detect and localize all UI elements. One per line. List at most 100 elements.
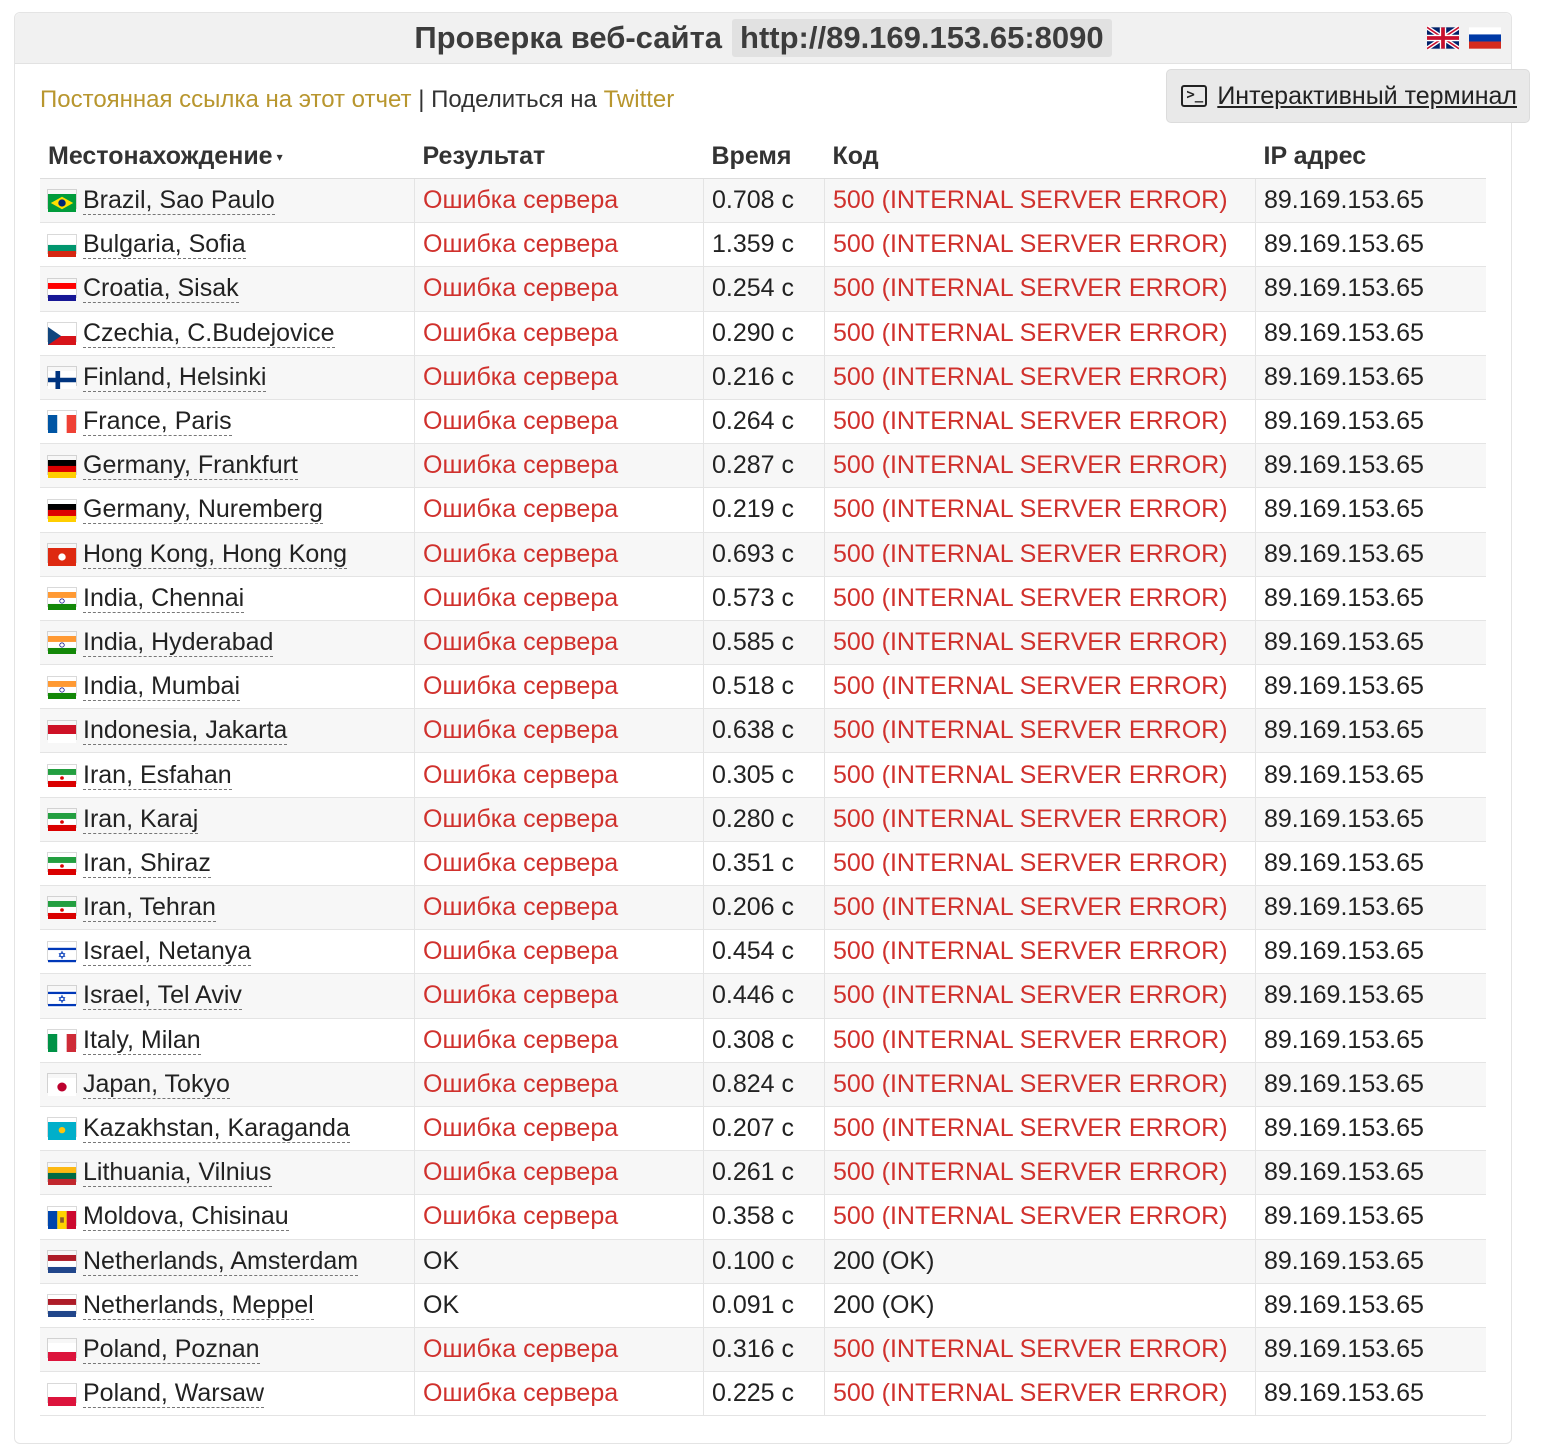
- result-cell: OK: [414, 1239, 704, 1284]
- location-link[interactable]: Indonesia, Jakarta: [83, 716, 288, 746]
- result-cell: Ошибка сервера: [414, 1150, 704, 1196]
- ip-cell: 89.169.153.65: [1255, 576, 1486, 621]
- location-link[interactable]: Bulgaria, Sofia: [83, 230, 246, 260]
- location-cell: Indonesia, Jakarta: [40, 708, 415, 754]
- result-cell: Ошибка сервера: [414, 1106, 704, 1152]
- country-flag-icon: [48, 588, 76, 611]
- ip-cell: 89.169.153.65: [1255, 885, 1486, 931]
- twitter-link[interactable]: Twitter: [603, 86, 675, 113]
- report-header: Проверка веб-сайта http://89.169.153.65:…: [15, 13, 1511, 64]
- permalink-link[interactable]: Постоянная ссылка на этот отчет: [40, 86, 412, 113]
- country-flag-icon: [48, 677, 76, 699]
- code-cell: 500 (INTERNAL SERVER ERROR): [824, 1194, 1256, 1240]
- time-cell: 0.280 с: [703, 797, 825, 842]
- location-link[interactable]: Czechia, C.Budejovice: [83, 318, 335, 348]
- location-cell: Brazil, Sao Paulo: [40, 178, 415, 224]
- location-link[interactable]: Iran, Shiraz: [83, 848, 211, 878]
- code-cell: 500 (INTERNAL SERVER ERROR): [824, 355, 1256, 400]
- language-switcher: [1427, 23, 1501, 53]
- result-cell: Ошибка сервера: [414, 1194, 704, 1240]
- location-link[interactable]: Israel, Netanya: [83, 937, 252, 967]
- code-cell: 500 (INTERNAL SERVER ERROR): [824, 399, 1256, 445]
- table-row: Iran, Tehran Ошибка сервера 0.206 с 500 (IN…: [40, 885, 1486, 931]
- ip-cell: 89.169.153.65: [1255, 532, 1486, 577]
- location-link[interactable]: Iran, Esfahan: [83, 760, 232, 790]
- country-flag-icon: [48, 853, 76, 876]
- location-link[interactable]: Germany, Nuremberg: [83, 495, 323, 525]
- table-row: Israel, Tel Aviv Ошибка сервера 0.446 с 500…: [40, 973, 1486, 1019]
- column-header-result: Результат: [414, 134, 704, 179]
- location-link[interactable]: Germany, Frankfurt: [83, 451, 298, 481]
- location-link[interactable]: Iran, Karaj: [83, 804, 199, 834]
- column-location-label: Местонахождение: [48, 141, 273, 170]
- location-link[interactable]: Hong Kong, Hong Kong: [83, 539, 348, 569]
- country-flag-icon: [48, 1207, 76, 1229]
- location-cell: India, Chennai: [40, 576, 415, 621]
- location-link[interactable]: Japan, Tokyo: [83, 1069, 230, 1099]
- ip-cell: 89.169.153.65: [1255, 266, 1486, 312]
- result-cell: Ошибка сервера: [414, 620, 704, 666]
- location-link[interactable]: India, Hyderabad: [83, 627, 274, 657]
- ru-flag-icon[interactable]: [1469, 23, 1501, 53]
- location-cell: Poland, Poznan: [40, 1327, 415, 1373]
- location-cell: Croatia, Sisak: [40, 266, 415, 312]
- ip-cell: 89.169.153.65: [1255, 1194, 1486, 1240]
- time-cell: 0.316 с: [703, 1327, 825, 1373]
- results-table: Местонахождение ▾ Результат Время Код IP …: [40, 134, 1486, 1417]
- ip-cell: 89.169.153.65: [1255, 620, 1486, 666]
- page-title: Проверка веб-сайта: [414, 20, 723, 55]
- location-cell: Moldova, Chisinau: [40, 1194, 415, 1240]
- country-flag-icon: [48, 1074, 76, 1097]
- table-row: Kazakhstan, Karaganda Ошибка сервера 0.207…: [40, 1106, 1486, 1152]
- location-link[interactable]: Netherlands, Amsterdam: [83, 1246, 359, 1276]
- country-flag-icon: [48, 1384, 76, 1406]
- result-cell: Ошибка сервера: [414, 797, 704, 842]
- uk-flag-icon[interactable]: [1427, 23, 1459, 53]
- location-link[interactable]: Lithuania, Vilnius: [83, 1158, 272, 1188]
- location-link[interactable]: India, Mumbai: [83, 672, 241, 702]
- country-flag-icon: [48, 279, 76, 301]
- location-link[interactable]: Poland, Poznan: [83, 1334, 260, 1364]
- table-row: India, Chennai Ошибка сервера 0.573 с 500 (…: [40, 576, 1486, 621]
- table-header-row: Местонахождение ▾ Результат Время Код IP …: [40, 134, 1486, 179]
- column-header-time: Время: [703, 134, 825, 179]
- location-link[interactable]: Israel, Tel Aviv: [83, 981, 242, 1011]
- time-cell: 0.693 с: [703, 532, 825, 577]
- result-cell: Ошибка сервера: [414, 1018, 704, 1063]
- country-flag-icon: [48, 1339, 76, 1362]
- location-link[interactable]: Finland, Helsinki: [83, 362, 267, 392]
- ip-cell: 89.169.153.65: [1255, 1106, 1486, 1152]
- column-header-location[interactable]: Местонахождение ▾: [40, 134, 415, 179]
- location-link[interactable]: Poland, Warsaw: [83, 1379, 265, 1409]
- location-link[interactable]: India, Chennai: [83, 583, 245, 613]
- table-row: Israel, Netanya Ошибка сервера 0.454 с 500 …: [40, 929, 1486, 975]
- ip-cell: 89.169.153.65: [1255, 1062, 1486, 1107]
- table-row: Hong Kong, Hong Kong Ошибка сервера 0.693 …: [40, 532, 1486, 577]
- location-link[interactable]: Iran, Tehran: [83, 893, 216, 923]
- location-link[interactable]: Kazakhstan, Karaganda: [83, 1114, 350, 1144]
- code-cell: 500 (INTERNAL SERVER ERROR): [824, 708, 1256, 754]
- time-cell: 0.573 с: [703, 576, 825, 621]
- ip-cell: 89.169.153.65: [1255, 178, 1486, 224]
- interactive-terminal-button[interactable]: >_ Интерактивный терминал: [1166, 69, 1530, 123]
- code-cell: 500 (INTERNAL SERVER ERROR): [824, 532, 1256, 577]
- location-link[interactable]: Moldova, Chisinau: [83, 1202, 289, 1232]
- location-link[interactable]: Italy, Milan: [83, 1025, 201, 1055]
- table-row: Poland, Poznan Ошибка сервера 0.316 с 500 (…: [40, 1327, 1486, 1373]
- code-cell: 500 (INTERNAL SERVER ERROR): [824, 266, 1256, 312]
- location-link[interactable]: Croatia, Sisak: [83, 274, 239, 304]
- result-cell: Ошибка сервера: [414, 752, 704, 798]
- time-cell: 0.518 с: [703, 664, 825, 710]
- location-link[interactable]: Netherlands, Meppel: [83, 1290, 314, 1320]
- code-cell: 500 (INTERNAL SERVER ERROR): [824, 1371, 1256, 1417]
- result-cell: Ошибка сервера: [414, 1371, 704, 1417]
- location-cell: Kazakhstan, Karaganda: [40, 1106, 415, 1152]
- code-cell: 500 (INTERNAL SERVER ERROR): [824, 752, 1256, 798]
- result-cell: OK: [414, 1283, 704, 1328]
- location-link[interactable]: France, Paris: [83, 407, 232, 437]
- country-flag-icon: [48, 765, 76, 787]
- location-link[interactable]: Brazil, Sao Paulo: [83, 186, 275, 216]
